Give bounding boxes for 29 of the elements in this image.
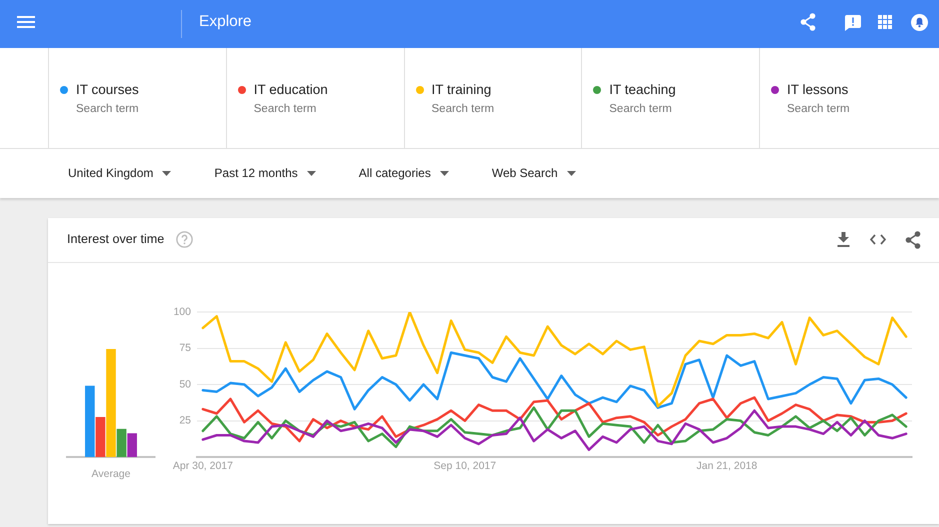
text: Explore: [199, 13, 252, 31]
y-tick-label: 25: [179, 414, 192, 427]
bar: [96, 417, 106, 457]
legend-label: IT courses: [76, 82, 139, 98]
chart-title: Interest over time: [67, 232, 164, 247]
legend-label: IT training: [432, 82, 492, 98]
x-tick-label: Average: [92, 468, 131, 480]
bar: [85, 386, 95, 457]
legend-label: IT lessons: [787, 82, 848, 98]
x-tick-label: Jan 21, 2018: [696, 460, 758, 472]
y-tick-label: 75: [179, 342, 192, 354]
bar: [116, 428, 126, 457]
y-tick-label: 50: [179, 378, 192, 390]
text: Past 12 months: [214, 166, 298, 181]
text: Search term: [432, 102, 494, 116]
text: Search term: [609, 102, 672, 116]
text: United Kingdom: [68, 166, 154, 181]
bar: [106, 349, 116, 457]
bar: [127, 433, 137, 457]
text: Search term: [76, 102, 139, 116]
text: Search term: [787, 102, 850, 116]
x-tick-label: Sep 10, 2017: [434, 460, 496, 472]
text: Web Search: [492, 166, 558, 181]
legend-label: IT education: [254, 82, 328, 98]
text: All categories: [358, 166, 431, 181]
x-tick-label: Apr 30, 2017: [172, 460, 234, 472]
text: Search term: [254, 102, 316, 116]
legend-label: IT teaching: [609, 82, 676, 98]
y-tick-label: 100: [173, 306, 192, 318]
